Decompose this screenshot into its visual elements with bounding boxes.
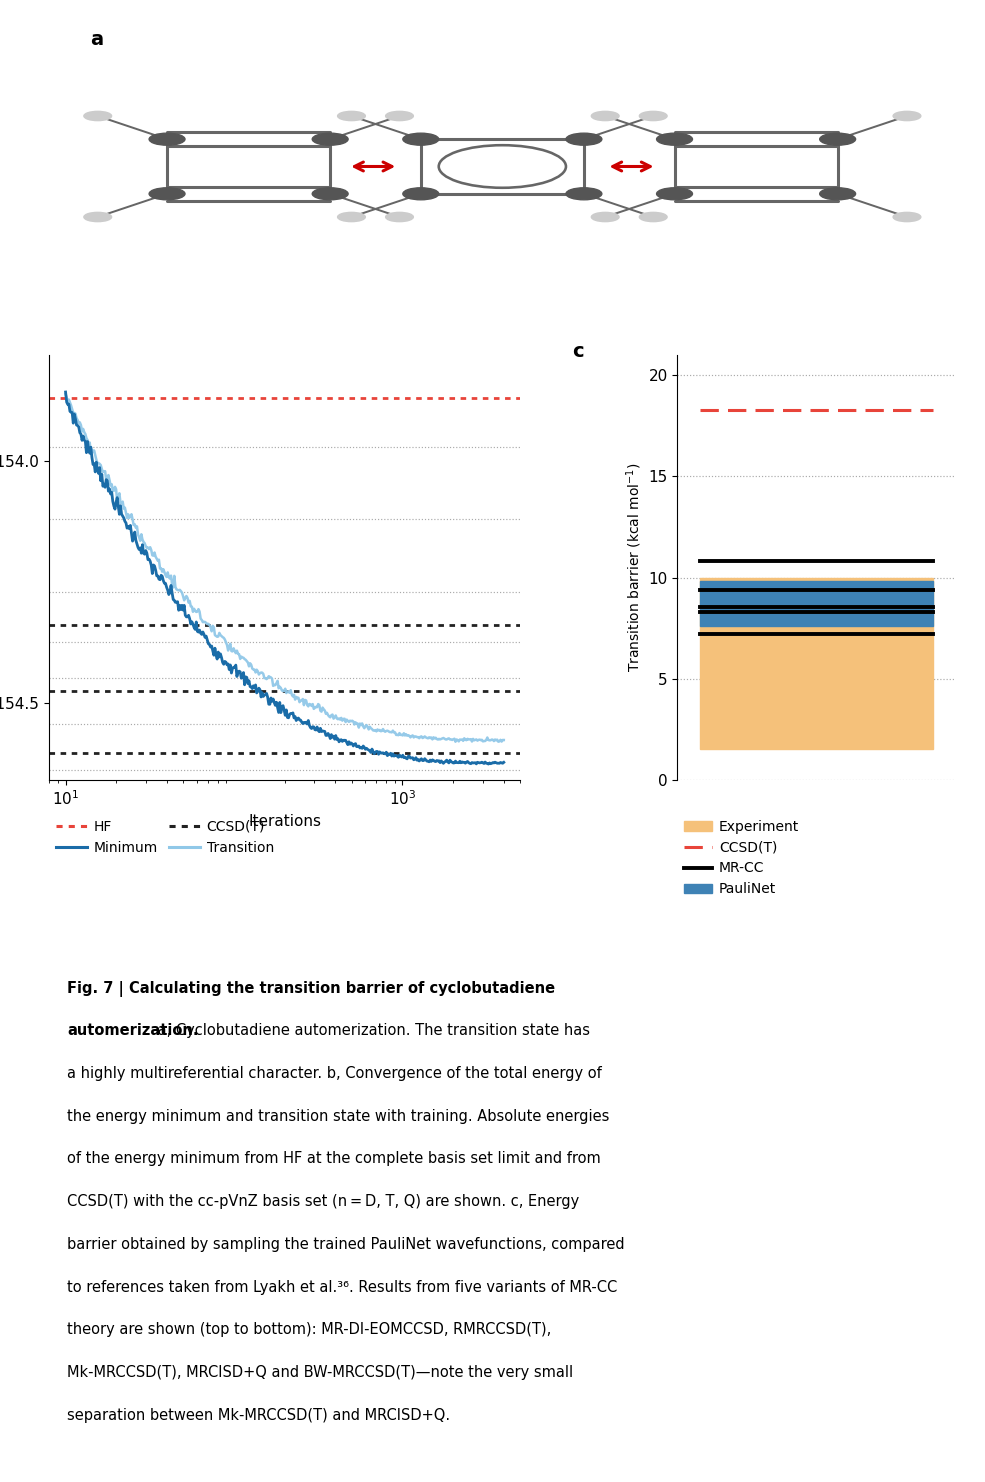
Text: barrier obtained by sampling the trained PauliNet wavefunctions, compared: barrier obtained by sampling the trained… bbox=[67, 1237, 625, 1252]
Text: the energy minimum and transition state with training. Absolute energies: the energy minimum and transition state … bbox=[67, 1109, 610, 1123]
Circle shape bbox=[820, 188, 856, 200]
Legend: Experiment, CCSD(T), MR-CC, PauliNet: Experiment, CCSD(T), MR-CC, PauliNet bbox=[685, 820, 799, 897]
Text: automerization.: automerization. bbox=[67, 1024, 199, 1039]
Text: separation between Mk-MRCCSD(T) and MRCISD+Q.: separation between Mk-MRCCSD(T) and MRCI… bbox=[67, 1408, 450, 1423]
Circle shape bbox=[566, 188, 602, 200]
Circle shape bbox=[639, 212, 667, 222]
Text: of the energy minimum from HF at the complete basis set limit and from: of the energy minimum from HF at the com… bbox=[67, 1152, 601, 1166]
Circle shape bbox=[338, 212, 365, 222]
Text: a, Cyclobutadiene automerization. The transition state has: a, Cyclobutadiene automerization. The tr… bbox=[153, 1024, 590, 1039]
Circle shape bbox=[149, 188, 185, 200]
Text: a highly multireferential character. b, Convergence of the total energy of: a highly multireferential character. b, … bbox=[67, 1066, 602, 1080]
Circle shape bbox=[312, 188, 348, 200]
Circle shape bbox=[639, 111, 667, 120]
Circle shape bbox=[403, 188, 438, 200]
Bar bbox=[699, 581, 933, 625]
Text: theory are shown (top to bottom): MR-DI-EOMCCSD, RMRCCSD(T),: theory are shown (top to bottom): MR-DI-… bbox=[67, 1322, 552, 1337]
Circle shape bbox=[312, 133, 348, 145]
Circle shape bbox=[591, 111, 619, 120]
Text: c: c bbox=[571, 342, 583, 362]
Circle shape bbox=[566, 133, 602, 145]
Circle shape bbox=[657, 188, 692, 200]
Circle shape bbox=[386, 111, 414, 120]
Circle shape bbox=[149, 133, 185, 145]
Circle shape bbox=[84, 212, 111, 222]
Circle shape bbox=[591, 212, 619, 222]
Bar bbox=[699, 578, 933, 750]
Circle shape bbox=[403, 133, 438, 145]
Circle shape bbox=[386, 212, 414, 222]
Circle shape bbox=[338, 111, 365, 120]
Circle shape bbox=[657, 133, 692, 145]
Y-axis label: Transition barrier (kcal mol$^{-1}$): Transition barrier (kcal mol$^{-1}$) bbox=[624, 462, 644, 673]
X-axis label: Iterations: Iterations bbox=[248, 814, 321, 828]
Circle shape bbox=[84, 111, 111, 120]
Circle shape bbox=[893, 212, 921, 222]
Legend: HF, Minimum, CCSD(T), Transition: HF, Minimum, CCSD(T), Transition bbox=[56, 820, 274, 855]
Text: a: a bbox=[90, 30, 103, 49]
Text: Fig. 7 | Calculating the transition barrier of cyclobutadiene: Fig. 7 | Calculating the transition barr… bbox=[67, 981, 556, 997]
Circle shape bbox=[893, 111, 921, 120]
Text: to references taken from Lyakh et al.³⁶. Results from five variants of MR-CC: to references taken from Lyakh et al.³⁶.… bbox=[67, 1279, 618, 1295]
Text: Mk-MRCCSD(T), MRCISD+Q and BW-MRCCSD(T)—note the very small: Mk-MRCCSD(T), MRCISD+Q and BW-MRCCSD(T)—… bbox=[67, 1365, 573, 1380]
Text: CCSD(T) with the cc-pVnZ basis set (n = D, T, Q) are shown. c, Energy: CCSD(T) with the cc-pVnZ basis set (n = … bbox=[67, 1194, 579, 1209]
Circle shape bbox=[820, 133, 856, 145]
